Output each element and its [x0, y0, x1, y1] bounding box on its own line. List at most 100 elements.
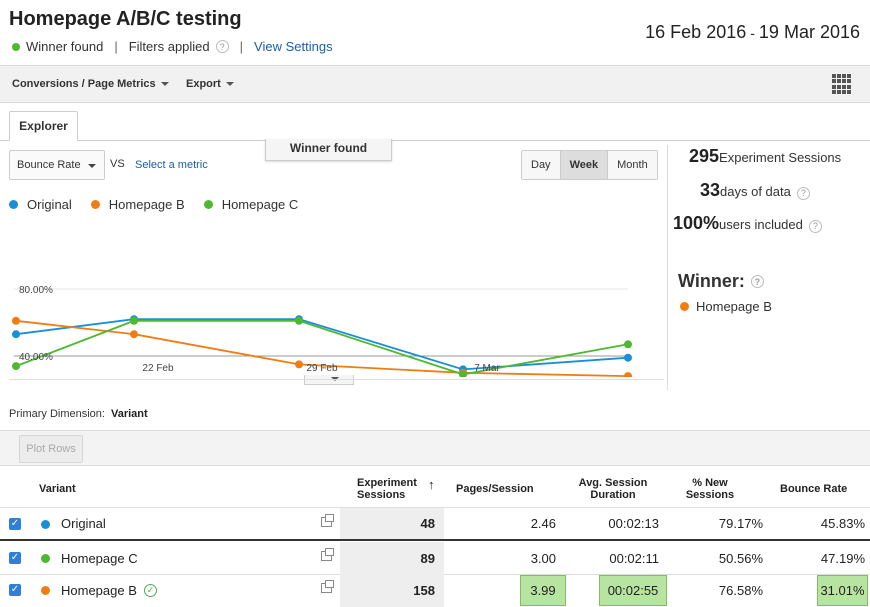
tab-bar-line: [0, 140, 870, 141]
row-dot-icon: [41, 586, 50, 595]
row-pages: 3.99: [520, 575, 566, 606]
stat-sessions-value: 295: [689, 146, 720, 166]
x-tick-label: 7 Mar: [474, 363, 500, 374]
filters-text: Filters applied: [128, 39, 210, 54]
primary-dimension: Primary Dimension: Variant: [9, 408, 148, 420]
row-bounce: 31.01%: [817, 575, 868, 606]
bounce-rate-chart: 80.00% 40.00% 22 Feb 29 Feb 7 Mar: [12, 285, 632, 377]
help-icon[interactable]: ?: [796, 186, 810, 200]
grid-view-icon[interactable]: [832, 74, 852, 94]
row-checkbox[interactable]: ✓: [9, 584, 21, 596]
winner-heading: Winner:?: [678, 271, 764, 292]
row-pages: 2.46: [530, 516, 556, 531]
external-link-icon[interactable]: [321, 514, 334, 527]
chart-divider: [9, 379, 664, 380]
stat-days-value: 33: [700, 180, 721, 200]
data-point: [459, 370, 467, 377]
conversions-dropdown[interactable]: Conversions / Page Metrics: [12, 78, 169, 90]
help-icon[interactable]: ?: [750, 275, 764, 288]
stat-sessions: 295 Experiment Sessions: [689, 146, 841, 167]
period-month-button[interactable]: Month: [608, 151, 657, 179]
page-title: Homepage A/B/C testing: [9, 8, 242, 30]
table-row[interactable]: ✓ Homepage C 89 3.00 00:02:11 50.56% 47.…: [0, 542, 870, 575]
row-duration: 00:02:13: [608, 516, 659, 531]
x-tick-label: 22 Feb: [142, 363, 174, 374]
period-day-button[interactable]: Day: [522, 151, 561, 179]
row-variant-name-wrap: Homepage B ✓: [61, 574, 157, 607]
row-duration: 00:02:55: [599, 575, 667, 606]
row-bounce: 47.19%: [820, 550, 865, 566]
header-new-sessions[interactable]: % New Sessions: [685, 477, 735, 501]
table-row[interactable]: ✓ Original 48 2.46 00:02:13 79.17% 45.83…: [0, 508, 870, 541]
row-variant-name: Original: [61, 516, 106, 531]
data-point: [12, 330, 20, 339]
select-metric-link[interactable]: Select a metric: [135, 159, 208, 171]
x-tick-label: 29 Feb: [306, 363, 338, 374]
date-start: 16 Feb 2016: [645, 22, 747, 42]
row-new-sessions: 79.17%: [718, 516, 763, 531]
conversions-label: Conversions / Page Metrics: [12, 78, 156, 90]
chevron-down-icon: [225, 82, 234, 87]
header-bounce-rate[interactable]: Bounce Rate: [780, 483, 848, 495]
legend-label: Homepage B: [108, 197, 185, 212]
external-link-icon[interactable]: [321, 548, 334, 561]
winner-variant-name: Homepage B: [696, 299, 772, 314]
chevron-down-icon: [160, 82, 169, 87]
header-variant[interactable]: Variant: [39, 483, 76, 495]
plot-rows-bar: [0, 430, 870, 466]
help-icon[interactable]: ?: [215, 40, 229, 53]
row-sessions: 48: [340, 508, 444, 539]
row-sessions: 89: [340, 542, 444, 574]
primary-dimension-value[interactable]: Variant: [110, 408, 148, 420]
header-avg-duration[interactable]: Avg. Session Duration: [578, 477, 648, 501]
chevron-down-icon: [88, 164, 96, 168]
export-label: Export: [186, 78, 221, 90]
metric-select[interactable]: Bounce Rate: [9, 150, 105, 180]
legend-dot-icon: [203, 200, 213, 209]
tab-explorer[interactable]: Explorer: [9, 111, 78, 141]
period-toggle: Day Week Month: [521, 150, 658, 180]
winner-found-banner: Winner found: [265, 139, 392, 161]
row-checkbox[interactable]: ✓: [9, 518, 21, 530]
row-dot-icon: [41, 520, 50, 529]
legend-dot-icon: [9, 200, 18, 209]
row-pages: 3.00: [530, 550, 556, 566]
external-link-icon[interactable]: [321, 580, 334, 593]
panel-divider: [667, 145, 668, 390]
metric-select-value: Bounce Rate: [17, 159, 81, 171]
status-text: Winner found: [26, 39, 104, 54]
row-new-sessions: 76.58%: [718, 583, 763, 598]
export-dropdown[interactable]: Export: [186, 78, 234, 90]
legend-label: Homepage C: [221, 197, 299, 212]
separator: |: [114, 39, 118, 54]
date-end: 19 Mar 2016: [758, 22, 860, 42]
row-variant-name: Homepage B: [61, 583, 137, 598]
data-point: [295, 316, 303, 325]
y-tick-label: 40.00%: [19, 352, 53, 363]
legend-label: Original: [27, 197, 72, 212]
legend-item-original[interactable]: Original: [9, 197, 72, 212]
header-sessions[interactable]: Experiment Sessions: [357, 477, 417, 501]
data-point: [624, 372, 632, 377]
header-pages-session[interactable]: Pages/Session: [456, 483, 534, 495]
chart-collapse-handle[interactable]: [304, 375, 354, 385]
row-variant-name: Homepage C: [61, 550, 138, 566]
stat-users-label: users included: [719, 217, 803, 232]
row-sessions: 158: [340, 574, 444, 607]
date-range[interactable]: 16 Feb 2016-19 Mar 2016: [645, 22, 860, 43]
table-header: Variant Experiment Sessions ↑ Pages/Sess…: [0, 470, 870, 508]
sort-arrow-icon[interactable]: ↑: [428, 477, 435, 492]
row-checkbox[interactable]: ✓: [9, 552, 21, 564]
view-settings-link[interactable]: View Settings: [254, 39, 333, 54]
stat-users-value: 100%: [673, 213, 720, 233]
plot-rows-button[interactable]: Plot Rows: [19, 435, 83, 463]
row-dot-icon: [41, 554, 50, 563]
vs-label: VS: [110, 158, 125, 170]
legend-item-homepage-b[interactable]: Homepage B: [90, 197, 185, 212]
period-week-button[interactable]: Week: [560, 151, 609, 179]
legend-item-homepage-c[interactable]: Homepage C: [203, 197, 299, 212]
table-row[interactable]: ✓ Homepage B ✓ 158 3.99 00:02:55 76.58% …: [0, 574, 870, 607]
data-point: [130, 316, 138, 325]
help-icon[interactable]: ?: [808, 219, 822, 233]
chart-legend: Original Homepage B Homepage C: [9, 197, 317, 212]
